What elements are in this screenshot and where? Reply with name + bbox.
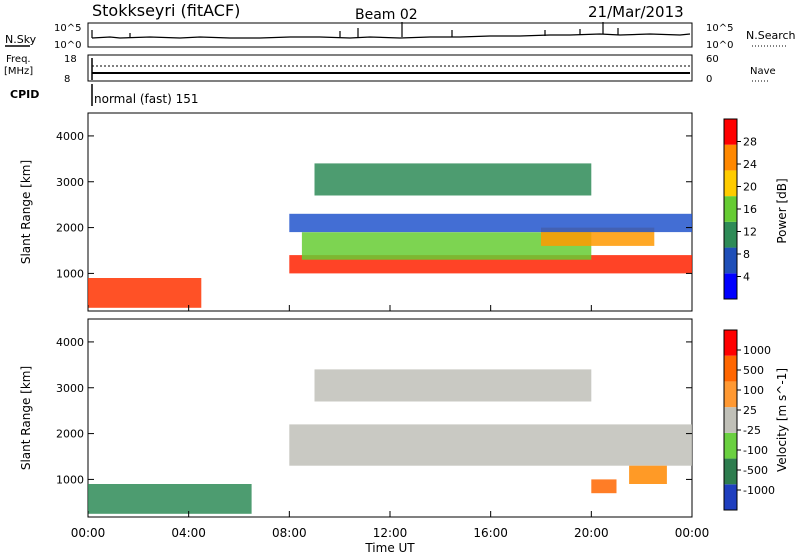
velocity-colorbar: 1000 500 100 25 -25 -100 -500 -1000 Velocity [m…: [723, 329, 789, 511]
freq-right-tick-bottom: 0: [706, 74, 712, 85]
velocity-colorbar-segment-5: [724, 355, 737, 382]
cpid-label: CPID: [10, 88, 39, 101]
beam-label: Beam 02: [355, 7, 418, 23]
power-ylabel: Slant Range [km]: [19, 160, 33, 264]
power-region-0: [88, 278, 202, 308]
power-marks: [88, 163, 692, 308]
velocity-region-2: [314, 369, 592, 402]
velocity-marks: [88, 369, 692, 514]
time-tick-label-6: 00:00: [675, 526, 710, 540]
power-colorbar-label-6: 4: [743, 271, 750, 284]
power-colorbar-segment-4: [724, 170, 737, 197]
freq-panel: Freq. [MHz] 18 8 60 0 Nave: [4, 54, 776, 85]
power-ytick-label-2: 2000: [56, 222, 84, 235]
power-colorbar-label: Power [dB]: [775, 178, 789, 243]
velocity-ytick-label-2: 2000: [56, 428, 84, 441]
power-yticks: 4000 3000 2000 1000: [56, 130, 692, 280]
power-colorbar-segment-1: [724, 247, 737, 274]
velocity-colorbar-label-1: 500: [743, 364, 764, 377]
power-ytick-label-0: 4000: [56, 130, 84, 143]
power-panel: Slant Range [km] 4000 3000 2000 1000 28 24 20…: [19, 112, 789, 312]
power-colorbar-label-0: 28: [743, 136, 757, 149]
velocity-region-3: [629, 465, 667, 484]
velocity-colorbar-segment-3: [724, 407, 737, 433]
velocity-colorbar-label-5: -100: [743, 444, 768, 457]
power-colorbar-segment-2: [724, 221, 737, 248]
velocity-region-1: [289, 424, 692, 466]
power-region-5: [314, 163, 592, 196]
velocity-colorbar-segment-2: [724, 432, 737, 459]
velocity-colorbar-label: Velocity [m s^-1]: [775, 368, 789, 472]
power-colorbar-segment-6: [724, 119, 737, 145]
power-colorbar-segment-3: [724, 196, 737, 222]
noise-right-tick-bottom: 10^0: [706, 40, 733, 51]
cpid-panel: CPID normal (fast) 151: [10, 84, 198, 106]
power-colorbar-segment-5: [724, 144, 737, 171]
noise-left-label: N.Sky: [5, 33, 37, 46]
noise-left-tick-top: 10^5: [54, 23, 81, 34]
velocity-colorbar-segment-4: [724, 381, 737, 408]
noise-right-label: N.Search: [746, 29, 796, 42]
freq-left-tick-top: 18: [64, 54, 77, 65]
time-tick-label-1: 04:00: [171, 526, 206, 540]
time-xlabel: Time UT: [364, 541, 415, 554]
date-label: 21/Mar/2013: [588, 3, 684, 21]
velocity-colorbar-segment-6: [724, 330, 737, 356]
velocity-colorbar-label-3: 25: [743, 404, 757, 417]
power-colorbar-label-4: 12: [743, 226, 757, 239]
time-tick-label-3: 12:00: [373, 526, 408, 540]
time-tick-label-4: 16:00: [473, 526, 508, 540]
noise-right-tick-top: 10^5: [706, 23, 733, 34]
velocity-colorbar-label-6: -500: [743, 464, 768, 477]
velocity-panel: Slant Range [km] 4000 3000 2000 1000 1000 50…: [19, 318, 789, 518]
power-colorbar-label-3: 16: [743, 203, 757, 216]
freq-right-tick-top: 60: [706, 54, 719, 65]
velocity-colorbar-label-7: -1000: [743, 484, 775, 497]
power-colorbar: 28 24 20 16 12 8 4 Power [dB]: [723, 118, 789, 300]
power-region-3: [541, 227, 655, 246]
velocity-yticks: 4000 3000 2000 1000: [56, 336, 692, 486]
velocity-ytick-label-0: 4000: [56, 336, 84, 349]
power-region-4: [289, 213, 692, 233]
velocity-ytick-label-1: 3000: [56, 382, 84, 395]
time-tick-label-5: 20:00: [574, 526, 609, 540]
velocity-ylabel: Slant Range [km]: [19, 366, 33, 470]
velocity-colorbar-segment-0: [724, 484, 737, 510]
velocity-colorbar-label-4: -25: [743, 424, 761, 437]
power-colorbar-segment-0: [724, 273, 737, 299]
velocity-colorbar-label-0: 1000: [743, 344, 771, 357]
freq-label-2: [MHz]: [4, 66, 33, 77]
power-colorbar-label-2: 20: [743, 181, 757, 194]
plot-title: Stokkseyri (fitACF): [92, 1, 240, 20]
velocity-region-4: [591, 479, 617, 494]
velocity-region-0: [88, 484, 252, 514]
time-axis: 00:00 04:00 08:00 12:00 16:00 20:00 00:00: [71, 305, 710, 540]
velocity-ytick-label-3: 1000: [56, 473, 84, 486]
cpid-text: normal (fast) 151: [94, 92, 198, 106]
velocity-colorbar-segment-1: [724, 458, 737, 485]
velocity-colorbar-label-2: 100: [743, 384, 764, 397]
power-ytick-label-3: 1000: [56, 267, 84, 280]
power-ytick-label-1: 3000: [56, 176, 84, 189]
freq-label-1: Freq.: [6, 54, 31, 65]
noise-panel: N.Sky 10^5 10^0 10^5 10^0 N.Search: [5, 22, 796, 51]
time-tick-label-2: 08:00: [272, 526, 307, 540]
time-tick-label-0: 00:00: [71, 526, 106, 540]
power-colorbar-label-5: 8: [743, 248, 750, 261]
noise-spikes: [91, 22, 619, 38]
nave-label: Nave: [750, 66, 776, 77]
noise-left-tick-bottom: 10^0: [54, 40, 81, 51]
power-colorbar-label-1: 24: [743, 158, 757, 171]
noise-sky-trace: [91, 33, 691, 39]
freq-left-tick-bottom: 8: [64, 74, 70, 85]
